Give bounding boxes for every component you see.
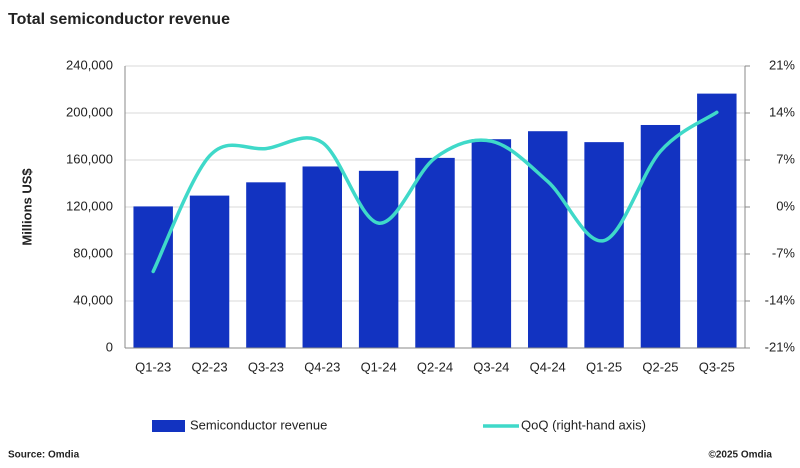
y-tick-label: 200,000 <box>66 104 113 119</box>
x-tick-label: Q2-25 <box>642 359 678 374</box>
y2-tick-label: -14% <box>765 292 796 307</box>
y-tick-label: 40,000 <box>73 292 113 307</box>
bar <box>415 157 455 348</box>
bar <box>358 170 399 348</box>
y2-tick-label: -21% <box>765 339 796 354</box>
x-tick-label: Q1-25 <box>586 359 622 374</box>
y-tick-label: 120,000 <box>66 198 113 213</box>
y2-tick-label: 7% <box>776 151 795 166</box>
y-tick-label: 80,000 <box>73 245 113 260</box>
bar <box>189 195 230 348</box>
x-tick-label: Q3-24 <box>473 359 509 374</box>
legend-label: QoQ (right-hand axis) <box>521 417 646 432</box>
bar <box>133 206 173 348</box>
bar <box>640 124 681 348</box>
bar <box>302 166 342 348</box>
y2-tick-label: 0% <box>776 198 795 213</box>
y-axis-label: Millions US$ <box>19 168 34 246</box>
copyright: ©2025 Omdia <box>708 450 772 461</box>
x-tick-label: Q2-24 <box>417 359 453 374</box>
x-tick-label: Q4-23 <box>304 359 340 374</box>
bar <box>697 93 737 348</box>
legend-label: Semiconductor revenue <box>190 417 327 432</box>
y-tick-label: 0 <box>106 339 113 354</box>
legend-swatch <box>152 420 185 432</box>
y2-tick-label: 14% <box>769 104 795 119</box>
source: Source: Omdia <box>8 450 80 461</box>
x-tick-label: Q3-23 <box>248 359 284 374</box>
bar <box>246 182 286 348</box>
y2-tick-label: 21% <box>769 57 795 72</box>
bar <box>471 139 512 348</box>
x-tick-label: Q3-25 <box>699 359 735 374</box>
x-tick-label: Q4-24 <box>530 359 566 374</box>
x-tick-label: Q1-23 <box>135 359 171 374</box>
bar <box>528 131 568 348</box>
y-tick-label: 160,000 <box>66 151 113 166</box>
line <box>151 110 719 274</box>
bar <box>584 142 624 348</box>
x-tick-label: Q2-23 <box>191 359 227 374</box>
chart-title: Total semiconductor revenue <box>8 11 230 28</box>
x-tick-label: Q1-24 <box>361 359 397 374</box>
y2-tick-label: -7% <box>772 245 796 260</box>
y-tick-label: 240,000 <box>66 57 113 72</box>
